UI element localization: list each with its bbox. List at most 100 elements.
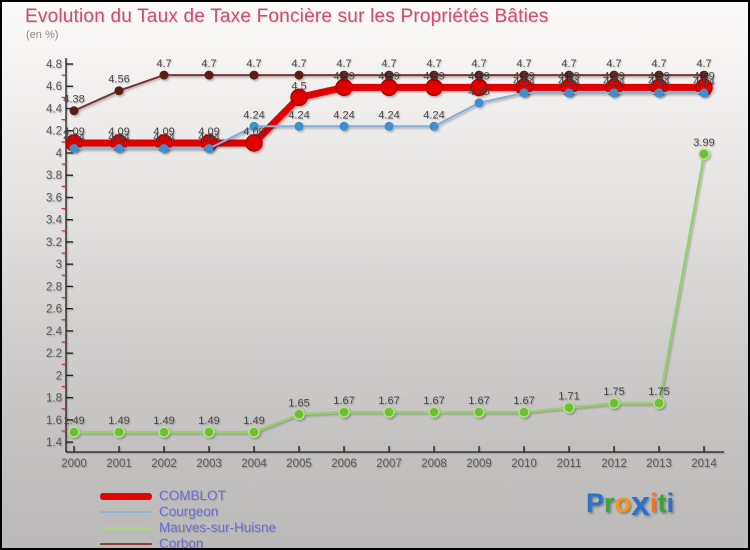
- point-value-label: 4.56: [108, 74, 129, 86]
- point-value-label: 4.7: [291, 58, 306, 70]
- x-tick-label: 2008: [421, 458, 447, 470]
- data-point: [384, 121, 394, 131]
- data-point: [294, 70, 304, 80]
- y-tick-label: 3.2: [46, 237, 62, 249]
- legend-swatch: [100, 492, 152, 500]
- y-axis: 1.4 1.6 1.8 2 2.2 2.4 2.6 2.8 3 3.2 3.4 3.6 3.8 4 4.2 4…: [46, 58, 73, 452]
- point-value-label: 1.67: [333, 395, 354, 407]
- chart-title: Evolution du Taux de Taxe Foncière sur l…: [25, 6, 549, 27]
- point-value-label: 4.24: [333, 109, 354, 121]
- data-point: [473, 406, 485, 418]
- data-point: [429, 121, 439, 131]
- data-point: [519, 88, 529, 98]
- legend-label: COMBLOT: [159, 488, 226, 503]
- logo-letter: o: [614, 488, 632, 518]
- data-point: [653, 397, 665, 409]
- data-point: [68, 426, 80, 438]
- data-point: [519, 70, 529, 80]
- point-value-label: 4.24: [378, 109, 399, 121]
- point-value-label: 4.59: [558, 70, 579, 82]
- series-courgeon: [69, 88, 709, 153]
- point-value-label: 1.67: [468, 395, 489, 407]
- data-point: [384, 70, 394, 80]
- series-mauves-sur-huisne: [68, 148, 710, 438]
- data-point: [248, 426, 260, 438]
- point-value-label: 1.49: [153, 415, 174, 427]
- data-point: [699, 88, 709, 98]
- point-value-label: 4.24: [243, 109, 264, 121]
- data-point: [114, 144, 124, 153]
- point-value-label: 1.67: [378, 395, 399, 407]
- point-value-label: 4.7: [426, 58, 441, 70]
- y-tick-label: 2.4: [46, 326, 63, 338]
- y-tick-label: 2.8: [46, 281, 62, 293]
- point-value-label: 4.09: [198, 126, 219, 138]
- point-value-label: 4.59: [378, 70, 399, 82]
- x-tick-label: 2013: [646, 458, 672, 470]
- point-value-label: 4.59: [648, 70, 669, 82]
- legend-swatch: [100, 510, 152, 514]
- data-point: [159, 70, 169, 80]
- point-value-label: 4.09: [108, 126, 129, 138]
- legend-item-comblot: COMBLOT: [100, 488, 276, 504]
- point-value-label: 4.59: [423, 70, 444, 82]
- point-value-label: 4.59: [513, 70, 534, 82]
- point-value-label: 4.7: [201, 58, 216, 70]
- x-tick-label: 2014: [691, 458, 717, 470]
- point-value-label: 4.24: [423, 109, 444, 121]
- x-tick-label: 2010: [511, 458, 537, 470]
- x-tick-label: 2002: [151, 458, 177, 470]
- data-point: [698, 148, 710, 160]
- point-value-label: 1.67: [513, 395, 534, 407]
- data-point: [339, 70, 349, 80]
- point-value-label: 4.7: [381, 58, 396, 70]
- x-tick-label: 2007: [376, 458, 402, 470]
- data-point: [294, 121, 304, 131]
- logo-letter: t: [657, 488, 667, 518]
- point-value-label: 1.65: [288, 397, 309, 409]
- point-value-label: 4.7: [606, 58, 621, 70]
- point-value-label: 4.54: [693, 76, 714, 88]
- logo-letter: r: [604, 488, 615, 518]
- data-point: [608, 397, 620, 409]
- y-tick-label: 1.8: [46, 393, 62, 405]
- series-corbon: [69, 70, 709, 116]
- data-point: [203, 426, 215, 438]
- y-tick-label: 2.6: [46, 304, 62, 316]
- x-tick-label: 2005: [286, 458, 312, 470]
- data-point: [249, 70, 259, 80]
- point-value-label: 4.59: [693, 70, 714, 82]
- legend-label: Courgeon: [159, 504, 219, 519]
- data-point: [113, 426, 125, 438]
- data-point: [428, 406, 440, 418]
- data-point: [654, 88, 664, 98]
- legend-swatch: [100, 526, 152, 530]
- point-value-label: 4.24: [288, 109, 309, 121]
- legend-item-courgeon: Courgeon: [100, 504, 276, 520]
- point-value-label: 4.45: [468, 86, 489, 98]
- point-value-label: 1.49: [108, 415, 129, 427]
- point-value-label: 4.7: [246, 58, 261, 70]
- point-value-label: 4.09: [153, 126, 174, 138]
- point-value-label: 1.71: [558, 391, 579, 403]
- point-value-label: 4.54: [558, 76, 579, 88]
- point-value-label: 4.59: [603, 70, 624, 82]
- data-point: [114, 86, 124, 96]
- x-axis: 2000 2001 2002 2003 2004 2005 2006 2007 2008 2009…: [61, 446, 724, 470]
- point-value-label: 1.49: [243, 415, 264, 427]
- point-value-label: 4.59: [333, 70, 354, 82]
- point-value-label: 4.5: [291, 80, 306, 92]
- x-tick-label: 2000: [61, 458, 87, 470]
- data-point: [338, 406, 350, 418]
- point-value-label: 4.09: [243, 126, 264, 138]
- point-value-label: 4.7: [516, 58, 531, 70]
- y-tick-label: 4.2: [46, 126, 62, 138]
- point-value-label: 4.04: [198, 132, 219, 144]
- y-tick-label: 2.2: [46, 348, 62, 360]
- data-point: [474, 98, 484, 108]
- point-value-label: 4.04: [153, 132, 174, 144]
- data-point: [293, 408, 305, 421]
- data-point: [609, 88, 619, 98]
- point-value-label: 4.7: [561, 58, 576, 70]
